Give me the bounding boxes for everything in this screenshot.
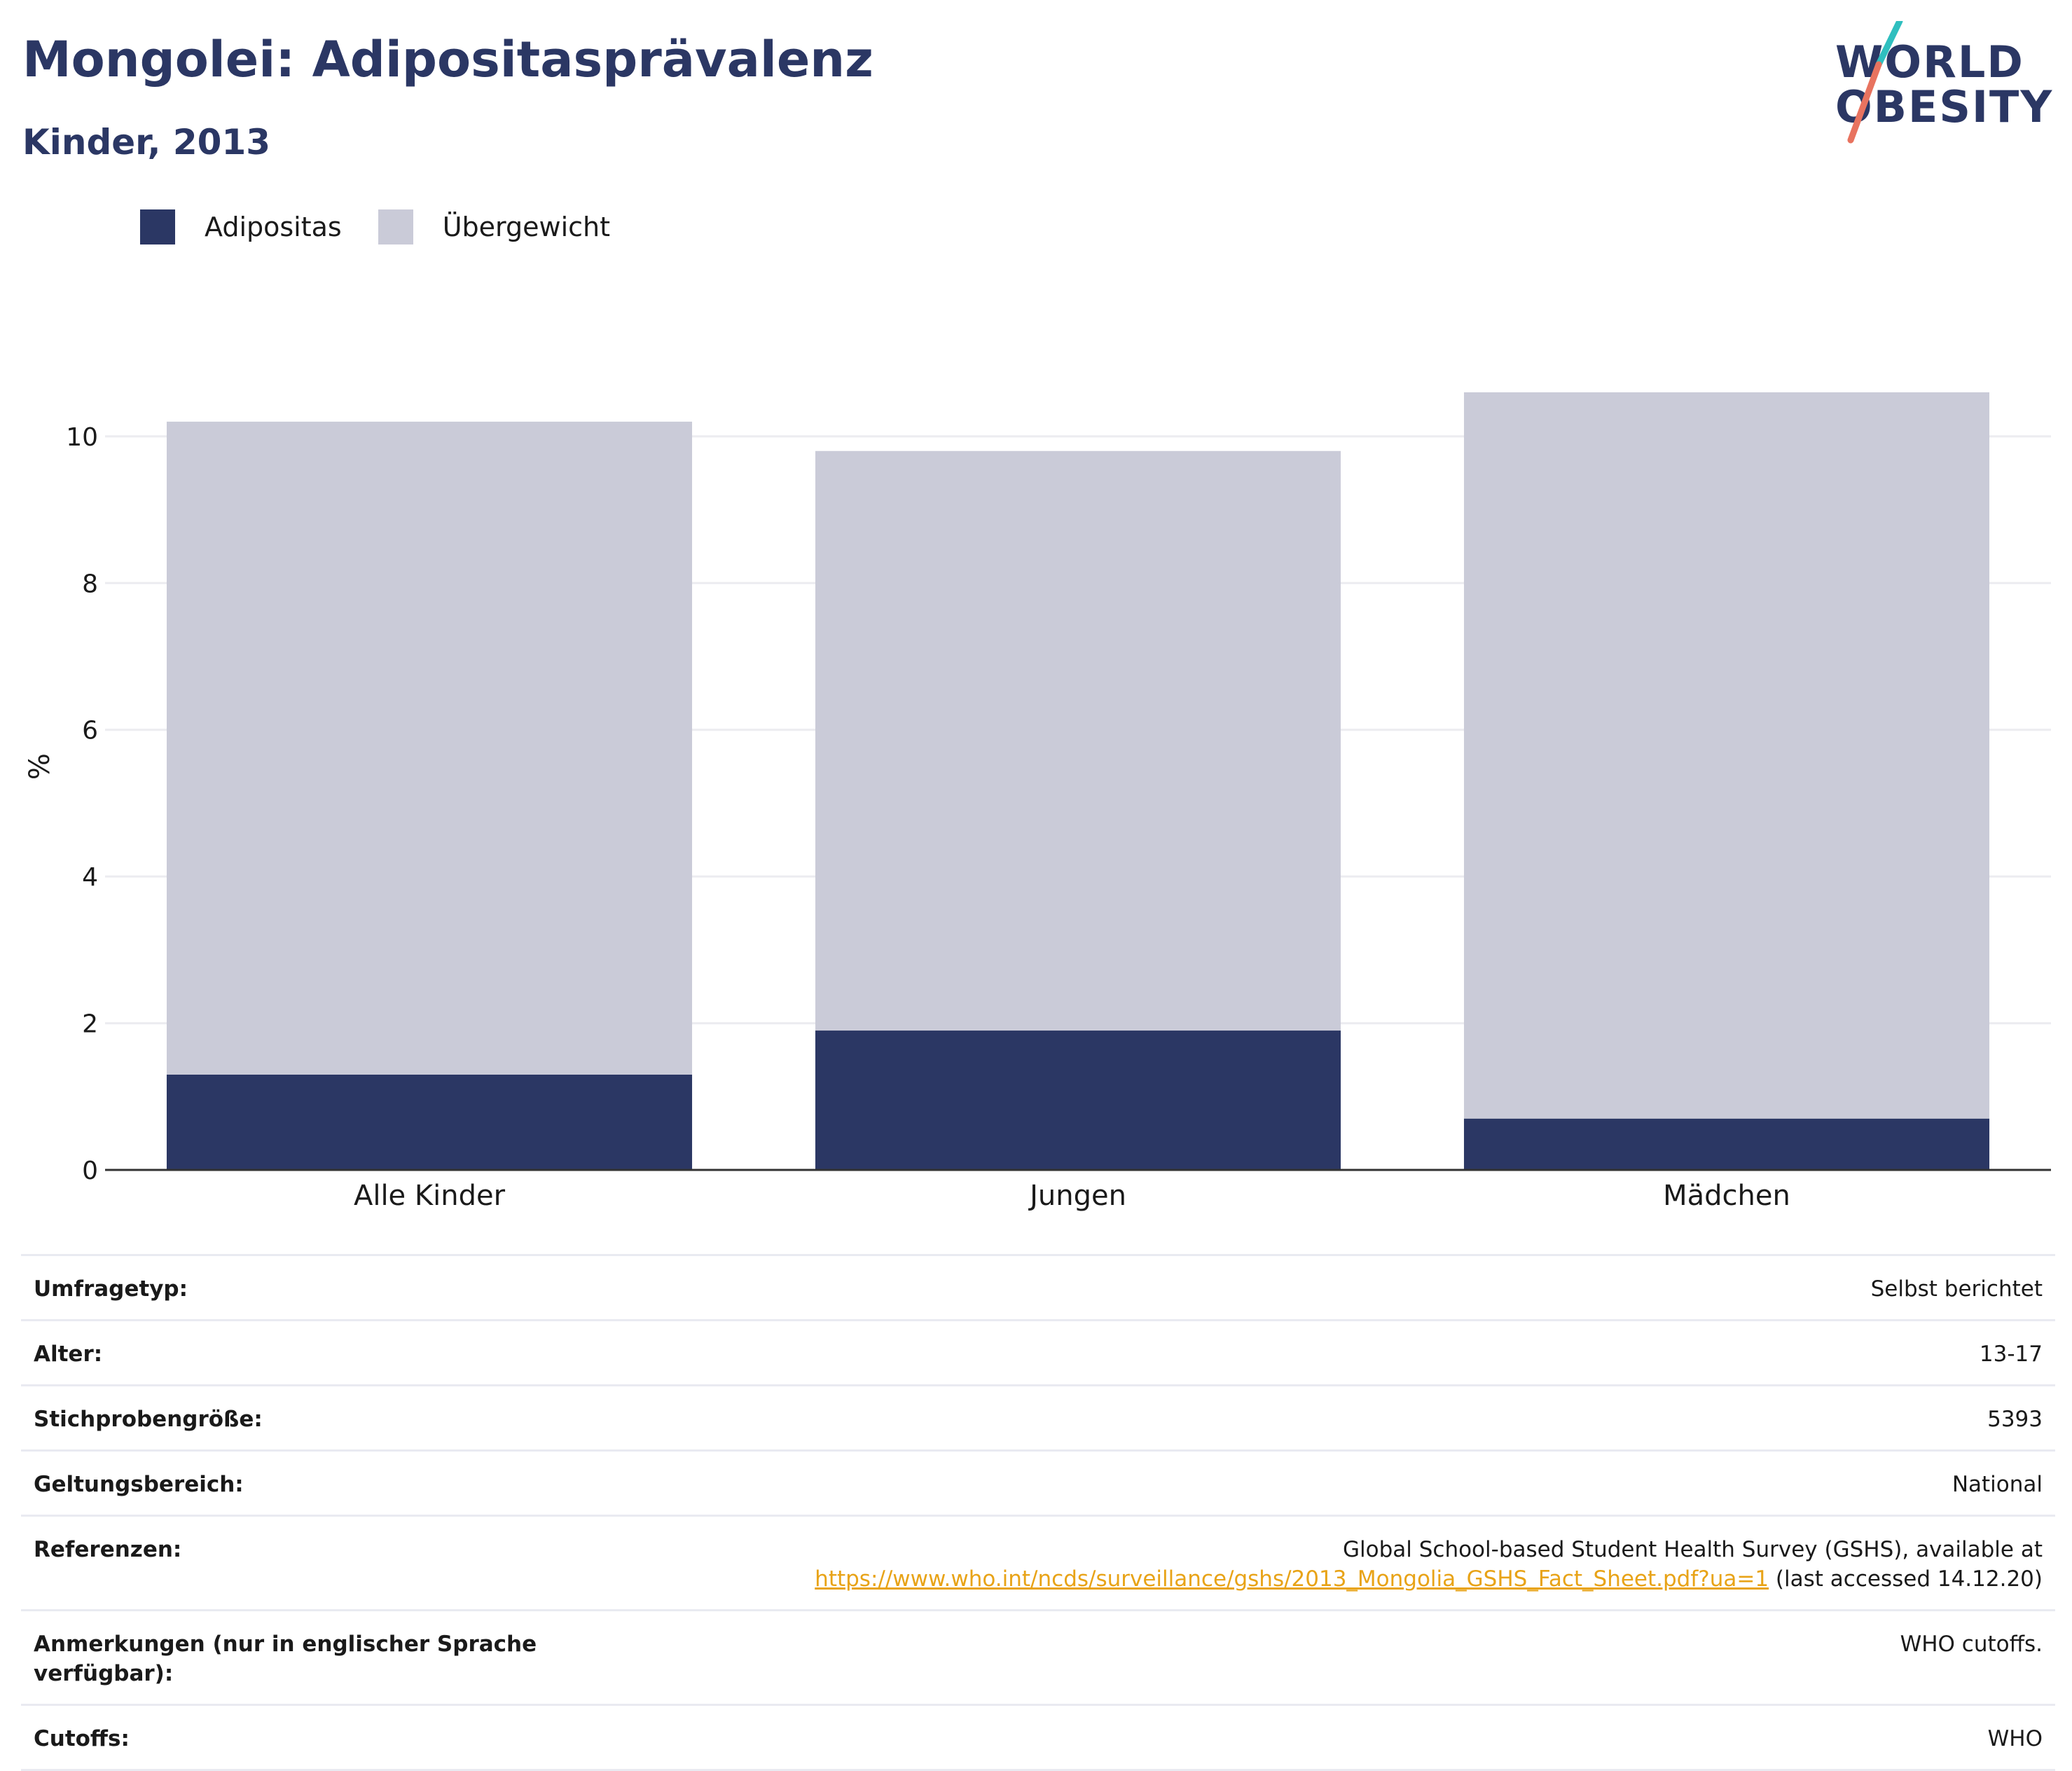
legend-label-uebergewicht: Übergewicht xyxy=(442,212,610,242)
bar-uebergewicht xyxy=(815,450,1341,1031)
y-axis-label: % xyxy=(24,753,56,780)
y-tick-label: 0 xyxy=(82,1157,98,1185)
meta-label: Anmerkungen (nur in englischer Sprache v… xyxy=(34,1632,537,1686)
reference-suffix: (last accessed 14.12.20) xyxy=(1769,1566,2043,1592)
bar-uebergewicht xyxy=(1463,392,1990,1119)
x-tick-label: Alle Kinder xyxy=(354,1180,506,1212)
bar-uebergewicht xyxy=(166,421,693,1075)
meta-row-age: Alter: 13-17 xyxy=(21,1319,2055,1384)
reference-text: Global School-based Student Health Surve… xyxy=(1342,1537,2043,1562)
meta-label: Alter: xyxy=(34,1342,103,1367)
meta-label: Umfragetyp: xyxy=(34,1276,188,1302)
bar-adipositas xyxy=(166,1074,693,1170)
logo-slash-icon xyxy=(1847,21,1903,144)
reference-link[interactable]: https://www.who.int/ncds/surveillance/gs… xyxy=(815,1566,1769,1592)
chart-legend: Adipositas Übergewicht xyxy=(140,207,647,247)
meta-row-sample-size: Stichprobengröße: 5393 xyxy=(21,1384,2055,1449)
meta-label: Stichprobengröße: xyxy=(34,1407,263,1432)
legend-item-uebergewicht[interactable]: Übergewicht xyxy=(378,209,610,244)
legend-label-adipositas: Adipositas xyxy=(205,212,342,242)
legend-item-adipositas[interactable]: Adipositas xyxy=(140,209,342,244)
meta-value: WHO xyxy=(1987,1726,2043,1751)
meta-label: Geltungsbereich: xyxy=(34,1472,244,1497)
y-tick-label: 2 xyxy=(82,1010,98,1039)
legend-swatch-adipositas xyxy=(140,209,175,244)
meta-value: Global School-based Student Health Surve… xyxy=(815,1535,2043,1594)
y-tick-label: 10 xyxy=(66,423,98,452)
meta-value: National xyxy=(1952,1472,2043,1497)
meta-row-references: Referenzen: Global School-based Student … xyxy=(21,1515,2055,1609)
meta-row-scope: Geltungsbereich: National xyxy=(21,1449,2055,1515)
logo-line-1: WORLD xyxy=(1835,36,2024,88)
meta-value: 13-17 xyxy=(1979,1342,2043,1367)
y-tick-label: 4 xyxy=(82,863,98,892)
bar-chart: 0 2 4 6 8 10% Alle Kinder Jungen Mädchen xyxy=(24,392,2051,1212)
bar-adipositas xyxy=(815,1031,1341,1170)
meta-label: Cutoffs: xyxy=(34,1726,130,1751)
x-tick-label: Mädchen xyxy=(1663,1180,1790,1212)
metadata-table: Umfragetyp: Selbst berichtet Alter: 13-1… xyxy=(21,1254,2055,1771)
meta-value: 5393 xyxy=(1987,1407,2043,1432)
meta-row-survey-type: Umfragetyp: Selbst berichtet xyxy=(21,1254,2055,1319)
y-tick-label: 8 xyxy=(82,570,98,598)
page-title: Mongolei: Adipositasprävalenz xyxy=(22,31,873,88)
meta-value: WHO cutoffs. xyxy=(1900,1632,2043,1657)
meta-row-notes: Anmerkungen (nur in englischer Sprache v… xyxy=(21,1609,2055,1704)
meta-label: Referenzen: xyxy=(34,1537,182,1562)
x-tick-label: Jungen xyxy=(1028,1180,1126,1212)
legend-swatch-uebergewicht xyxy=(378,209,413,244)
page-subtitle: Kinder, 2013 xyxy=(22,122,271,163)
world-obesity-logo: WORLD OBESITY xyxy=(1821,21,2059,147)
meta-value: Selbst berichtet xyxy=(1870,1276,2043,1302)
meta-row-cutoffs: Cutoffs: WHO xyxy=(21,1704,2055,1771)
y-tick-label: 6 xyxy=(82,717,98,745)
bar-adipositas xyxy=(1463,1118,1990,1170)
